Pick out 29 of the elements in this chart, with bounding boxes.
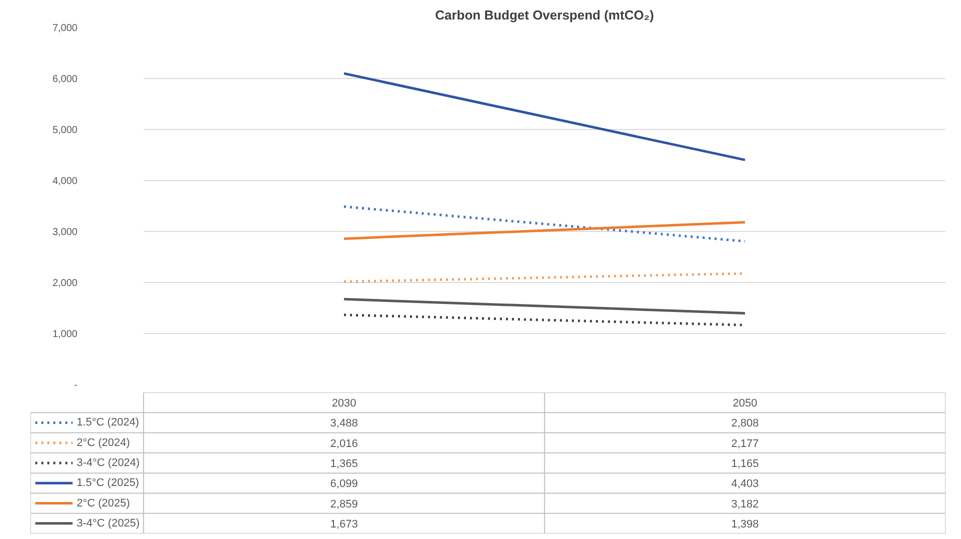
data-label: 4,403 (731, 478, 759, 490)
data-label: 2,859 (330, 498, 358, 510)
legend-label: 2°C (2024) (76, 436, 130, 449)
y-tick-label: 5,000 (52, 125, 78, 136)
x-tick-label: 2030 (332, 398, 356, 410)
data-label: 2,016 (330, 438, 358, 450)
legend-label: 1.5°C (2024) (76, 416, 140, 429)
data-label: 6,099 (330, 478, 358, 490)
y-tick-label: 1,000 (52, 329, 78, 340)
y-tick-label: 3,000 (52, 227, 78, 238)
y-tick-label: 4,000 (52, 176, 78, 187)
chart-title: Carbon Budget Overspend (mtCO₂) (435, 8, 654, 22)
data-label: 3,182 (731, 498, 759, 510)
legend-label: 3-4°C (2025) (76, 517, 140, 530)
data-label: 2,177 (731, 438, 759, 450)
y-tick-label: 7,000 (52, 23, 78, 34)
legend-label: 2°C (2025) (76, 497, 130, 510)
data-label: 1,365 (330, 458, 358, 470)
x-tick-label: 2050 (732, 398, 758, 410)
y-tick-label: 6,000 (52, 74, 78, 85)
legend-label: 1.5°C (2025) (76, 477, 140, 490)
legend-label: 3-4°C (2024) (76, 457, 140, 469)
y-tick-label: 2,000 (52, 278, 78, 289)
data-label: 1,398 (731, 518, 759, 530)
data-label: 3,488 (330, 418, 358, 430)
data-label: 2,808 (731, 418, 759, 430)
y-tick-label: - (74, 380, 78, 391)
data-label: 1,165 (731, 458, 759, 470)
data-label: 1,673 (330, 518, 358, 530)
